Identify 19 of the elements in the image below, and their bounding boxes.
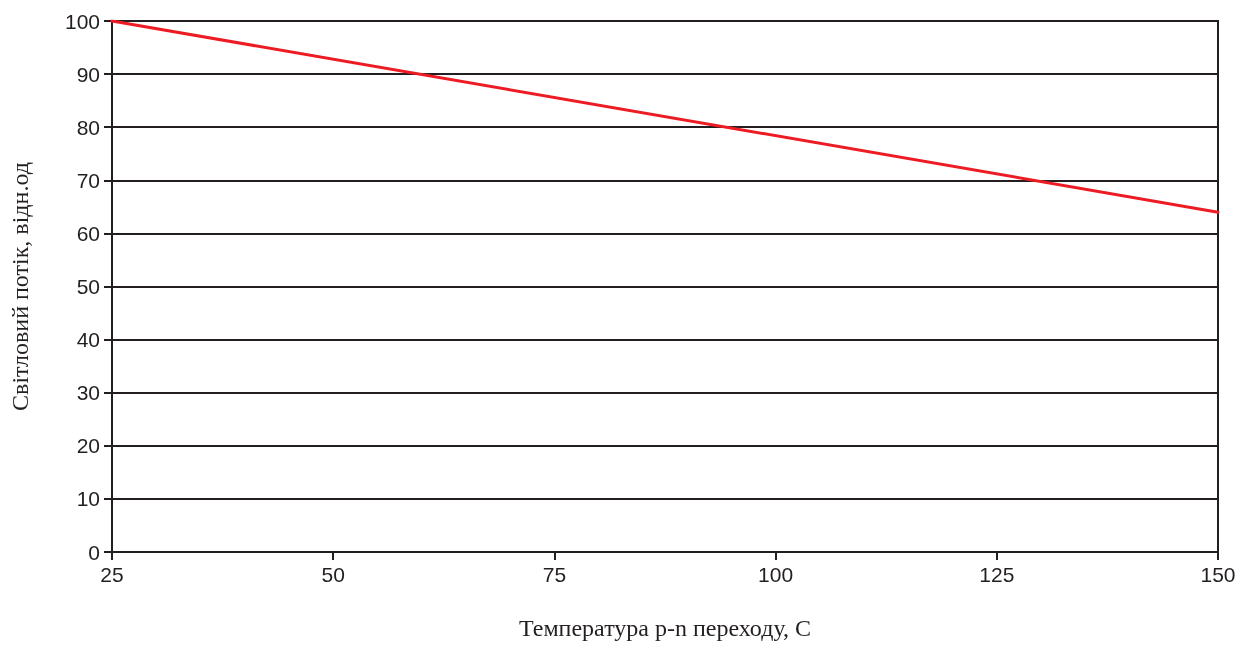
y-tick-label: 0 [88, 540, 100, 564]
y-tick-label: 20 [76, 434, 100, 458]
y-axis-title: Світловий потік, відн.од [7, 162, 33, 411]
x-tick-label: 150 [1200, 563, 1236, 586]
x-tick-label: 25 [100, 563, 124, 586]
y-tick-label: 60 [76, 221, 100, 245]
y-tick-label: 80 [76, 115, 100, 139]
y-tick-label: 50 [76, 275, 100, 298]
y-tick-label: 10 [76, 487, 100, 511]
x-tick-label: 50 [321, 563, 345, 586]
y-tick-label: 90 [76, 62, 100, 86]
y-tick-label: 30 [76, 381, 100, 405]
x-axis-title: Температура p-n переходу, С [519, 615, 811, 641]
x-tick-label: 75 [542, 563, 567, 586]
y-tick-label: 100 [64, 9, 100, 33]
y-tick-label: 70 [76, 168, 100, 192]
x-tick-label: 125 [979, 563, 1015, 586]
x-tick-label: 100 [758, 563, 794, 586]
y-tick-label: 40 [76, 328, 100, 352]
